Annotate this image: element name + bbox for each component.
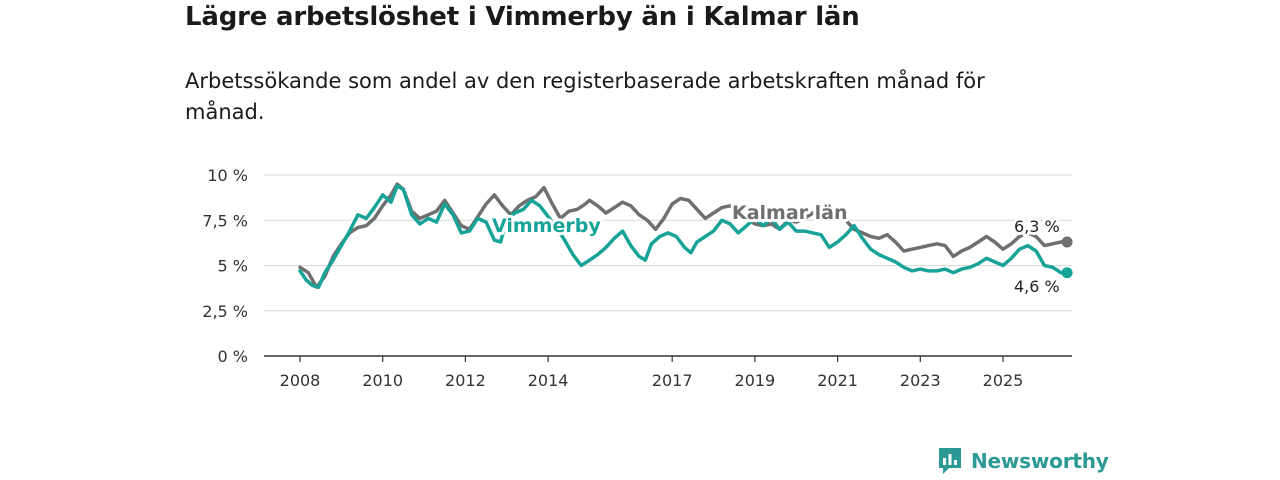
series-end-marker xyxy=(1061,267,1073,279)
chart-title: Lägre arbetslöshet i Vimmerby än i Kalma… xyxy=(185,2,860,32)
bar-chart-speech-icon xyxy=(939,448,961,474)
series-label-vimmerby: Vimmerby xyxy=(492,215,601,237)
series-end-marker xyxy=(1061,236,1073,248)
end-value-vimmerby: 4,6 % xyxy=(1014,277,1060,296)
series-line-vimmerby xyxy=(298,184,1069,289)
y-axis-ticks: 0 % 2,5 % 5 % 7,5 % 10 % xyxy=(202,166,248,366)
x-tick-label: 2017 xyxy=(652,371,693,390)
series-label-kalmar: Kalmar län xyxy=(732,202,848,224)
series-labels: Kalmar län Vimmerby 6,3 % 4,6 % xyxy=(489,199,1063,299)
y-tick-label: 0 % xyxy=(218,347,248,366)
y-tick-label: 10 % xyxy=(207,166,248,185)
x-tick-label: 2014 xyxy=(528,371,569,390)
grid-lines xyxy=(264,174,1072,312)
newsworthy-logo: Newsworthy xyxy=(937,447,1109,475)
x-tick-label: 2012 xyxy=(445,371,486,390)
x-tick-label: 2025 xyxy=(983,371,1024,390)
series-lines xyxy=(298,182,1073,289)
chart-subtitle: Arbetssökande som andel av den registerb… xyxy=(185,69,985,124)
brand-name: Newsworthy xyxy=(971,449,1109,473)
x-tick-label: 2021 xyxy=(817,371,858,390)
x-tick-label: 2010 xyxy=(362,371,403,390)
end-value-kalmar: 6,3 % xyxy=(1014,217,1060,236)
x-tick-label: 2023 xyxy=(900,371,941,390)
y-tick-label: 2,5 % xyxy=(202,302,248,321)
series-line-kalmar-l-n xyxy=(298,182,1069,289)
y-tick-label: 7,5 % xyxy=(202,211,248,230)
x-axis: 2008 2010 2012 2014 2017 2019 2021 2023 2025 xyxy=(264,355,1072,390)
x-tick-label: 2019 xyxy=(735,371,776,390)
y-tick-label: 5 % xyxy=(218,257,248,276)
x-tick-label: 2008 xyxy=(280,371,321,390)
